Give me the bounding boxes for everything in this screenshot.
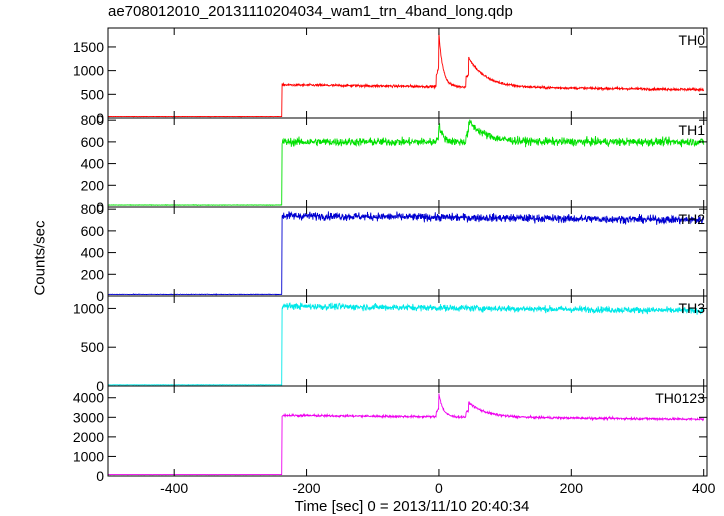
panel-label: TH1 <box>679 122 706 138</box>
y-tick-label: 600 <box>81 134 105 150</box>
y-tick-label: 200 <box>81 266 105 282</box>
series-line-th2 <box>107 211 705 296</box>
panel-frame <box>107 27 708 119</box>
y-tick-label: 4000 <box>73 390 104 406</box>
panel-th1: 0 200 400 600 800 TH1 <box>81 112 708 215</box>
y-tick-label: 1000 <box>73 448 104 464</box>
y-tick-label: 0 <box>96 468 104 484</box>
y-tick-label: 0 <box>96 110 104 126</box>
y-tick-label: 1500 <box>73 39 104 55</box>
y-tick-label: 800 <box>81 112 105 128</box>
panel-label: TH2 <box>679 211 706 227</box>
y-tick-label: 0 <box>96 378 104 394</box>
y-tick-label: 500 <box>81 86 105 102</box>
panel-th0123: 0 1000 2000 3000 4000 TH0123 <box>73 385 708 484</box>
x-tick-label: -200 <box>293 480 321 496</box>
series-line-th1 <box>108 119 705 207</box>
series-line-th0 <box>108 32 705 118</box>
series-line-th3 <box>108 302 705 386</box>
y-tick-label: 400 <box>81 245 105 261</box>
panel-label: TH0 <box>679 32 706 48</box>
x-tick-label: -400 <box>160 480 188 496</box>
panel-frame <box>107 385 708 477</box>
y-tick-label: 400 <box>81 156 105 172</box>
x-tick-label: 0 <box>435 480 443 496</box>
panel-th3: 0 500 1000 TH3 <box>73 295 708 394</box>
panel-label: TH0123 <box>655 390 705 406</box>
y-tick-label: 2000 <box>73 429 104 445</box>
y-tick-label: 500 <box>81 339 105 355</box>
y-tick-label: 1000 <box>73 63 104 79</box>
y-tick-label: 200 <box>81 177 105 193</box>
x-axis-label: Time [sec] 0 = 2013/11/10 20:40:34 <box>294 498 530 515</box>
x-tick-label: 200 <box>560 480 584 496</box>
y-tick-label: 0 <box>96 199 104 215</box>
panel-th0: 0 500 1000 1500 TH0 <box>73 27 708 126</box>
chart-title: ae708012010_20131110204034_wam1_trn_4ban… <box>108 3 513 20</box>
y-tick-label: 800 <box>81 201 105 217</box>
panel-label: TH3 <box>679 300 706 316</box>
y-tick-label: 0 <box>96 288 104 304</box>
y-tick-label: 1000 <box>73 300 104 316</box>
y-tick-label: 3000 <box>73 409 104 425</box>
panel-th2: 0 200 400 600 800 TH2 <box>81 201 708 304</box>
y-tick-label: 600 <box>81 223 105 239</box>
series-line-th0123 <box>108 393 705 476</box>
panel-frame <box>107 117 708 208</box>
x-tick-label: 400 <box>692 480 716 496</box>
